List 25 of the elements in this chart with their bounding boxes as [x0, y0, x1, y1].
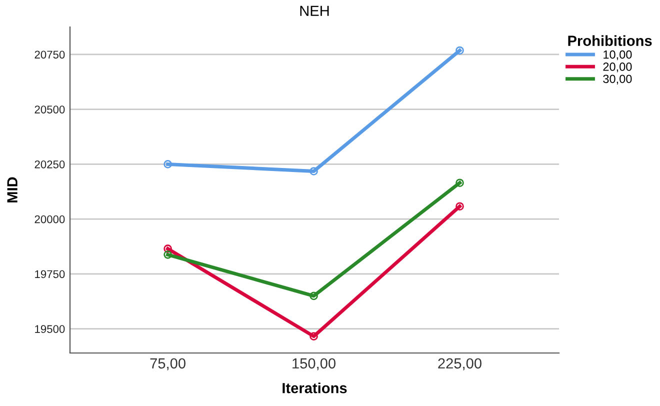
point: [164, 244, 172, 253]
y-tick-label: 20500: [34, 106, 65, 114]
y-tick-label: 20250: [34, 160, 65, 168]
y-axis-title: MID: [7, 177, 18, 202]
point: [310, 332, 318, 340]
chart-title: NEH: [300, 6, 329, 16]
point: [456, 46, 464, 55]
x-tick-label: 150,00: [292, 358, 336, 370]
legend-label: 30,00: [603, 74, 632, 84]
x-tick-label: 225,00: [438, 358, 482, 370]
point: [456, 178, 464, 188]
point: [310, 167, 318, 176]
point: [164, 250, 172, 259]
point: [310, 292, 318, 300]
y-tick-label: 19500: [35, 325, 65, 333]
legend-label: 10,00: [604, 50, 632, 60]
legend-title: Prohibitions: [568, 35, 652, 46]
legend-label: 20,00: [603, 62, 632, 72]
y-tick-label: 20000: [34, 215, 65, 224]
point: [456, 202, 464, 211]
y-tick-label: 20750: [34, 50, 65, 59]
x-tick-label: 75,00: [150, 358, 186, 370]
x-axis-title: Iterations: [282, 382, 347, 394]
y-tick-label: 19750: [35, 270, 65, 278]
point: [164, 160, 172, 168]
